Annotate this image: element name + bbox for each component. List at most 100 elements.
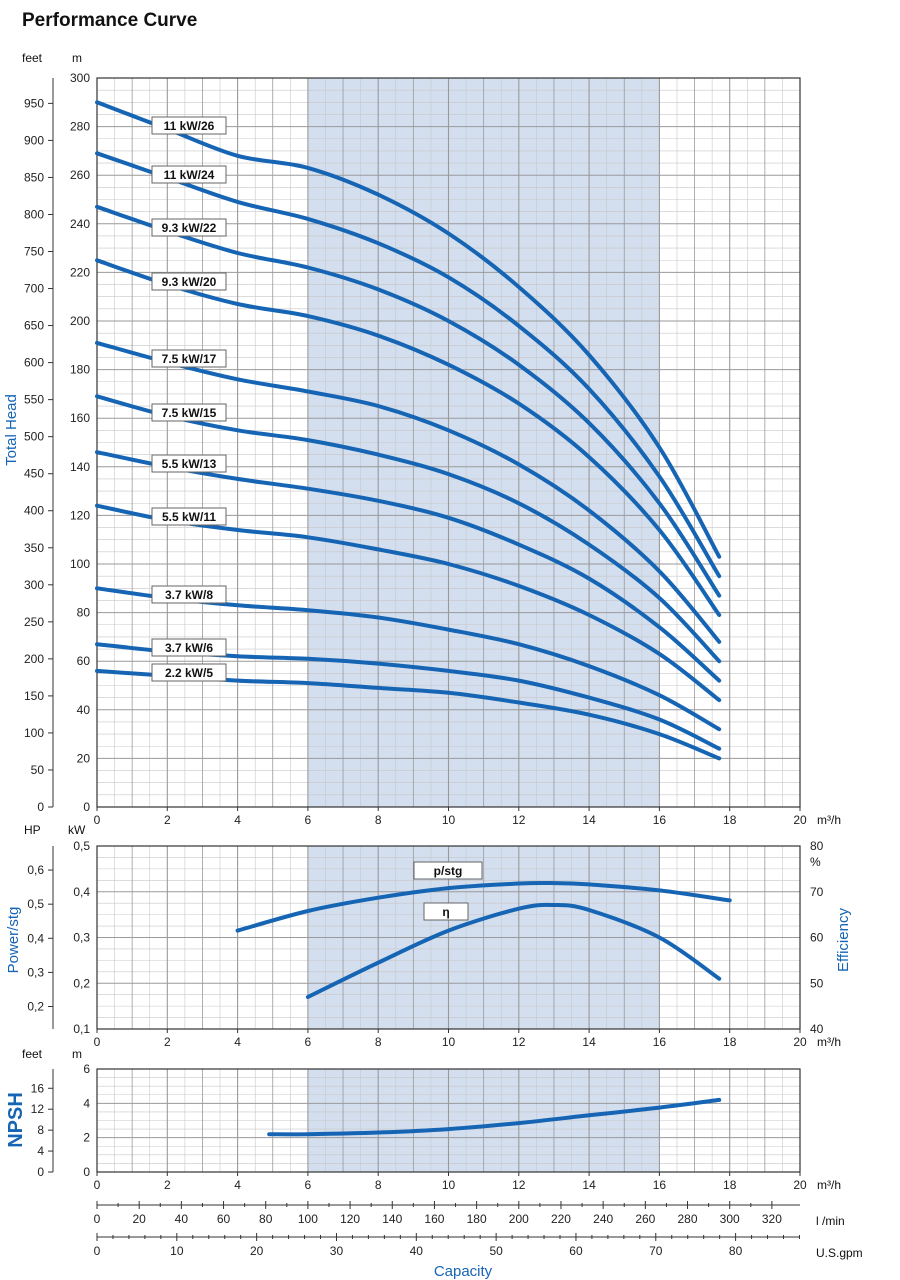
y-tick-label-feet: 600 [24, 356, 44, 370]
x-tick-label: 6 [305, 813, 312, 827]
x-tick-label: 18 [723, 1035, 737, 1049]
series-label-box [151, 638, 227, 657]
series-label: 5.5 kW/13 [162, 457, 217, 471]
x-tick-label: 10 [442, 1178, 456, 1192]
y-tick-label-hp: 0,3 [27, 965, 44, 979]
pct-unit-label: % [810, 855, 821, 869]
lmin-tick-label: 60 [217, 1212, 231, 1226]
y-tick-label-m: 140 [70, 460, 90, 474]
x-tick-label: 12 [512, 1035, 526, 1049]
x-tick-label: 18 [723, 1178, 737, 1192]
x-tick-label: 0 [94, 813, 101, 827]
x-tick-label: 16 [653, 1178, 667, 1192]
power-curve [235, 880, 732, 933]
y-tick-label-kw: 0,5 [73, 839, 90, 853]
y-tick-label-m: 120 [70, 508, 90, 522]
y2-tick-label-pct: 40 [810, 1022, 824, 1036]
npsh-axis-title: NPSH [5, 1092, 27, 1148]
x-unit-label: m³/h [817, 1178, 841, 1192]
efficiency-axis-title: Efficiency [835, 908, 852, 972]
lmin-tick-label: 260 [635, 1212, 655, 1226]
gpm-tick-label: 50 [489, 1244, 503, 1258]
lmin-tick-label: 300 [720, 1212, 740, 1226]
x-tick-label: 10 [442, 813, 456, 827]
lmin-tick-label: 0 [94, 1212, 101, 1226]
y-tick-label-feet: 700 [24, 282, 44, 296]
y-tick-label-feet: 250 [24, 615, 44, 629]
gpm-tick-label: 10 [170, 1244, 184, 1258]
x-tick-label: 0 [94, 1178, 101, 1192]
lmin-tick-label: 160 [424, 1212, 444, 1226]
y2-tick-label-pct: 80 [810, 839, 824, 853]
gpm-tick-label: 30 [330, 1244, 344, 1258]
y-tick-label-m: 80 [77, 606, 91, 620]
x-unit-label: m³/h [817, 813, 841, 827]
y-tick-label-npsh-m: 2 [83, 1131, 90, 1145]
efficiency-series-label-box [423, 902, 469, 921]
series-label: 11 kW/26 [164, 119, 215, 133]
x-tick-label: 12 [512, 813, 526, 827]
lmin-tick-label: 180 [467, 1212, 487, 1226]
lmin-tick-label: 140 [382, 1212, 402, 1226]
x-tick-label: 14 [582, 813, 596, 827]
head-curve [95, 258, 722, 617]
series-label: 3.7 kW/8 [165, 588, 213, 602]
gpm-tick-label: 80 [729, 1244, 743, 1258]
kw-unit-label: kW [68, 823, 86, 837]
page-title: Performance Curve [22, 10, 198, 31]
lmin-tick-label: 240 [593, 1212, 613, 1226]
y-tick-label-m: 180 [70, 363, 90, 377]
npsh-m-unit: m [72, 1047, 82, 1061]
y-tick-label-npsh-m: 0 [83, 1165, 90, 1179]
series-label-box [151, 663, 227, 682]
x-tick-label: 2 [164, 1035, 171, 1049]
x-tick-label: 16 [653, 813, 667, 827]
y-tick-label-feet: 200 [24, 652, 44, 666]
efficiency-series-label: η [442, 905, 449, 919]
y-axis-title: Total Head [3, 394, 20, 466]
x-tick-label: 2 [164, 1178, 171, 1192]
x-tick-label: 4 [234, 1178, 241, 1192]
y-tick-label-hp: 0,2 [27, 1000, 44, 1014]
lmin-tick-label: 280 [678, 1212, 698, 1226]
x-tick-label: 0 [94, 1035, 101, 1049]
head-curve [95, 151, 722, 579]
npsh-curve [267, 1097, 722, 1137]
gpm-tick-label: 60 [569, 1244, 583, 1258]
power-axis-title: Power/stg [5, 907, 22, 974]
y-tick-label-feet: 750 [24, 245, 44, 259]
series-label: 11 kW/24 [164, 168, 215, 182]
lmin-tick-label: 100 [298, 1212, 318, 1226]
series-label-box [151, 403, 227, 422]
y-tick-label-m: 260 [70, 168, 90, 182]
y-tick-label-m: 20 [77, 751, 91, 765]
x-tick-label: 14 [582, 1178, 596, 1192]
y-tick-label-feet: 900 [24, 133, 44, 147]
gpm-tick-label: 20 [250, 1244, 264, 1258]
x-tick-label: 8 [375, 1035, 382, 1049]
x-tick-label: 4 [234, 1035, 241, 1049]
feet-unit-label: feet [22, 51, 43, 65]
y-tick-label-npsh-feet: 4 [37, 1144, 44, 1158]
y-tick-label-feet: 300 [24, 578, 44, 592]
x-unit-label: m³/h [817, 1035, 841, 1049]
y-tick-label-feet: 150 [24, 689, 44, 703]
x-axis-title: Capacity [434, 1263, 493, 1280]
y-tick-label-m: 240 [70, 217, 90, 231]
y-tick-label-npsh-feet: 12 [31, 1102, 45, 1116]
y-tick-label-feet: 950 [24, 96, 44, 110]
y2-tick-label-pct: 50 [810, 976, 824, 990]
y-tick-label-m: 60 [77, 654, 91, 668]
x-tick-label: 20 [793, 1178, 807, 1192]
head-curve [95, 100, 722, 559]
x-tick-label: 8 [375, 813, 382, 827]
x-tick-label: 2 [164, 813, 171, 827]
power-series-label-box [413, 861, 483, 880]
y-tick-label-m: 200 [70, 314, 90, 328]
series-label-box [151, 454, 227, 473]
x-tick-label: 14 [582, 1035, 596, 1049]
y-tick-label-feet: 0 [37, 800, 44, 814]
y-tick-label-feet: 850 [24, 170, 44, 184]
y-tick-label-hp: 0,4 [27, 931, 44, 945]
